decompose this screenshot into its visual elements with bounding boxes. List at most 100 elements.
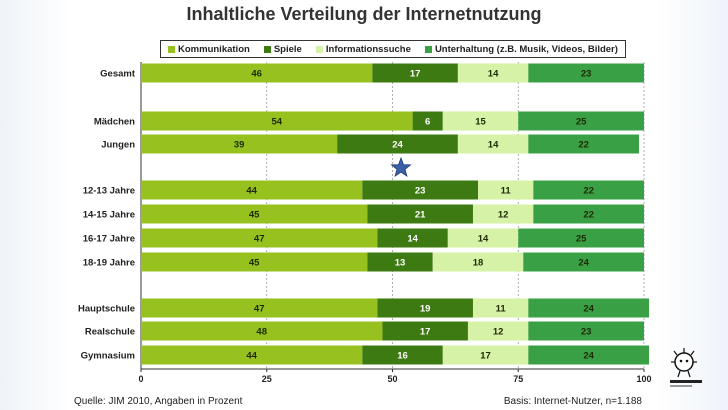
data-label: 24 [583, 304, 594, 315]
data-label: 23 [581, 69, 592, 80]
legend-label-kommunikation: Kommunikation [178, 43, 250, 55]
category-label: Realschule [85, 327, 135, 338]
bar-segment [377, 228, 448, 248]
bar-segment [533, 180, 644, 200]
bar-segment [141, 180, 363, 200]
bar-segment [478, 180, 534, 200]
category-label: 12-13 Jahre [83, 186, 135, 197]
bar-segment [141, 321, 383, 341]
bar-segment [362, 345, 443, 365]
data-label: 48 [256, 327, 267, 338]
data-label: 18 [473, 258, 484, 269]
bar-segment [528, 321, 644, 341]
data-label: 54 [272, 117, 283, 128]
chart-legend: Kommunikation Spiele Informationssuche U… [160, 40, 626, 58]
bar-segment [141, 204, 368, 224]
bar-segment [518, 228, 644, 248]
data-label: 22 [583, 210, 594, 221]
category-label: 16-17 Jahre [83, 234, 135, 245]
legend-swatch-informationssuche [315, 45, 323, 53]
legend-swatch-spiele [263, 45, 271, 53]
bar-segment [447, 228, 519, 248]
bar-segment [528, 134, 639, 154]
data-label: 14 [488, 69, 499, 80]
category-label: Gymnasium [81, 351, 135, 362]
data-label: 25 [576, 234, 587, 245]
data-label: 23 [581, 327, 592, 338]
data-label: 17 [480, 351, 491, 362]
data-label: 46 [251, 69, 262, 80]
data-label: 22 [578, 140, 589, 151]
legend-item-spiele: Spiele [263, 43, 302, 55]
bar-segment [372, 63, 458, 83]
source-note: Quelle: JIM 2010, Angaben in Prozent [74, 396, 243, 407]
legend-item-unterhaltung: Unterhaltung (z.B. Musik, Videos, Bilder… [424, 43, 618, 55]
bar-segment [141, 345, 363, 365]
category-label: Gesamt [100, 69, 136, 80]
bar-segment [432, 252, 524, 272]
data-label: 22 [583, 186, 594, 197]
data-label: 14 [478, 234, 489, 245]
data-label: 11 [496, 304, 507, 315]
data-label: 24 [583, 351, 594, 362]
data-label: 47 [254, 234, 265, 245]
bar-segment [367, 252, 433, 272]
data-label: 16 [397, 351, 408, 362]
bar-segment [367, 204, 473, 224]
chart-title: Inhaltliche Verteilung der Internetnutzu… [186, 4, 542, 24]
bar-segment [528, 298, 650, 318]
legend-swatch-unterhaltung [424, 45, 432, 53]
data-label: 47 [254, 304, 265, 315]
category-label: 14-15 Jahre [83, 210, 135, 221]
data-label: 21 [415, 210, 426, 221]
data-label: 25 [576, 117, 587, 128]
category-label: 18-19 Jahre [83, 258, 135, 269]
bar-segment [457, 63, 529, 83]
bar-segment [362, 180, 479, 200]
bar-segment [141, 298, 378, 318]
bar-segment [472, 204, 534, 224]
bar-segment [457, 134, 529, 154]
data-label: 45 [249, 210, 260, 221]
category-label: Mädchen [94, 117, 135, 128]
bar-segment [528, 345, 650, 365]
category-label: Jungen [101, 140, 135, 151]
legend-label-spiele: Spiele [273, 43, 302, 55]
bar-segment [382, 321, 468, 341]
data-label: 45 [249, 258, 260, 269]
x-tick-label: 0 [138, 374, 143, 384]
data-label: 11 [501, 186, 512, 197]
bar-segment [412, 111, 443, 131]
data-label: 44 [246, 186, 257, 197]
bar-segment [141, 228, 378, 248]
legend-label-unterhaltung: Unterhaltung (z.B. Musik, Videos, Bilder… [434, 43, 618, 55]
data-label: 13 [395, 258, 406, 269]
data-label: 39 [234, 140, 245, 151]
bar-segment [533, 204, 644, 224]
data-label: 6 [425, 117, 430, 128]
category-label: Hauptschule [78, 304, 135, 315]
legend-item-kommunikation: Kommunikation [168, 44, 250, 55]
x-tick-label: 25 [262, 374, 272, 384]
bar-segment [472, 298, 529, 318]
bar-segment [141, 252, 368, 272]
basis-note: Basis: Internet-Nutzer, n=1.188 [503, 396, 642, 407]
data-label: 17 [410, 69, 421, 80]
data-label: 17 [420, 327, 431, 338]
bar-segment [377, 298, 473, 318]
data-label: 12 [498, 210, 509, 221]
bar-segment [141, 134, 338, 154]
bar-segment [523, 252, 644, 272]
bar-segment [141, 111, 413, 131]
bar-segment [518, 111, 644, 131]
data-label: 24 [392, 140, 403, 151]
x-tick-label: 100 [636, 374, 651, 384]
data-label: 19 [420, 304, 431, 315]
x-tick-label: 75 [513, 374, 523, 384]
legend-label-informationssuche: Informationssuche [325, 43, 411, 55]
bar-segment [337, 134, 458, 154]
data-label: 14 [488, 140, 499, 151]
x-tick-label: 50 [387, 374, 397, 384]
data-label: 23 [415, 186, 426, 197]
